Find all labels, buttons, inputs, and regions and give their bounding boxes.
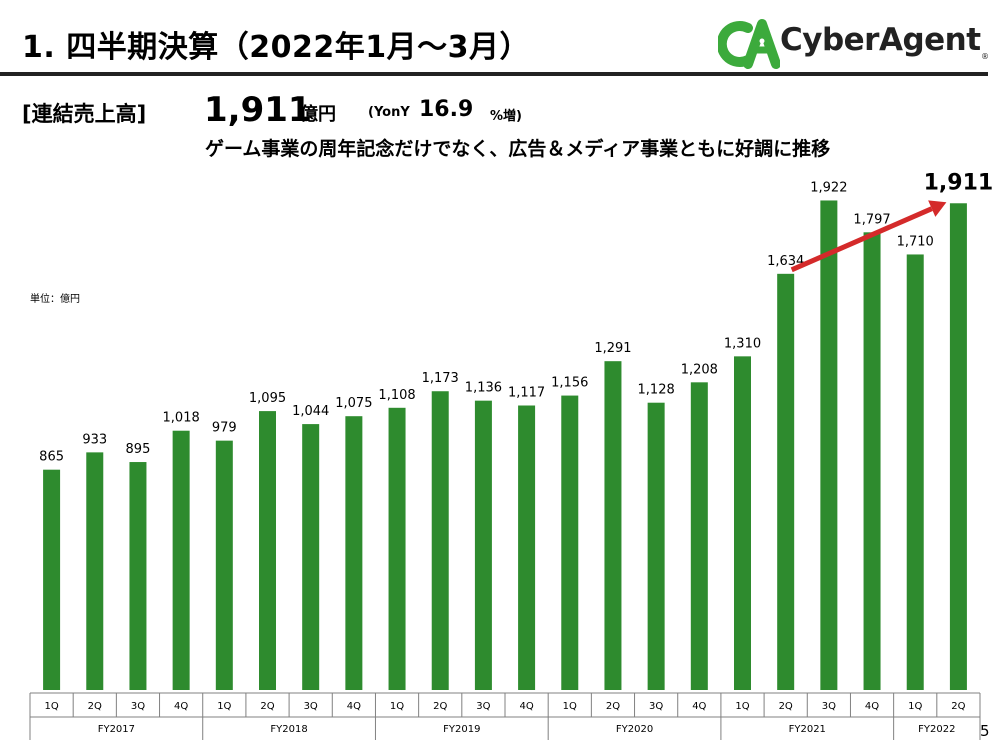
bar <box>215 440 233 690</box>
data-label: 1,044 <box>292 404 329 419</box>
x-group-label: FY2018 <box>270 724 307 735</box>
bar <box>345 416 363 690</box>
x-tick-label: 2Q <box>260 701 274 712</box>
data-label: 1,911 <box>924 170 994 195</box>
bar <box>820 200 838 690</box>
data-label: 1,018 <box>163 411 200 426</box>
data-label: 933 <box>82 432 107 447</box>
bar <box>431 391 449 690</box>
logo-wordmark: CyberAgent <box>780 22 981 58</box>
page-number: 5 <box>980 722 990 740</box>
bar <box>777 273 795 690</box>
data-label: 1,108 <box>378 388 415 403</box>
data-label: 895 <box>126 442 151 457</box>
title-divider <box>0 72 988 76</box>
headline-unit: 億円 <box>300 104 336 125</box>
data-label: 1,156 <box>551 376 588 391</box>
x-tick-label: 2Q <box>606 701 620 712</box>
x-tick-label: 4Q <box>347 701 361 712</box>
data-label: 1,173 <box>422 371 459 386</box>
x-tick-label: 3Q <box>131 701 145 712</box>
bar <box>302 424 320 690</box>
x-tick-label: 3Q <box>304 701 318 712</box>
unit-note: 単位：億円 <box>30 294 80 305</box>
data-label: 1,310 <box>724 336 761 351</box>
bar <box>906 254 924 690</box>
x-tick-label: 2Q <box>88 701 102 712</box>
bar <box>129 462 147 690</box>
data-label: 1,710 <box>897 234 934 249</box>
bar <box>172 430 190 690</box>
logo-mark-icon <box>716 19 781 69</box>
x-tick-label: 3Q <box>649 701 663 712</box>
x-tick-label: 1Q <box>563 701 577 712</box>
bar <box>86 452 104 690</box>
x-tick-label: 1Q <box>390 701 404 712</box>
x-tick-label: 1Q <box>44 701 58 712</box>
bar <box>863 232 881 691</box>
x-tick-label: 4Q <box>519 701 533 712</box>
growth-arrow-line <box>790 206 933 273</box>
data-label: 1,291 <box>594 341 631 356</box>
data-label: 1,136 <box>465 381 502 396</box>
bar <box>43 469 61 690</box>
section-label: [連結売上高] <box>22 102 147 126</box>
page-title: 1. 四半期決算（2022年1月～3月） <box>22 30 530 65</box>
bar <box>259 411 276 690</box>
bar <box>561 395 579 690</box>
bar <box>474 400 492 690</box>
bar <box>690 382 708 690</box>
x-tick-label: 1Q <box>908 701 922 712</box>
yoy-value: 16.9 <box>419 97 474 122</box>
data-label: 979 <box>212 421 237 436</box>
data-label: 865 <box>39 450 64 465</box>
data-label: 1,128 <box>638 383 675 398</box>
data-label: 1,797 <box>853 212 890 227</box>
data-label: 1,117 <box>508 386 545 401</box>
logo-registered-mark: ® <box>981 52 989 61</box>
yoy-suffix: %増) <box>490 109 522 124</box>
headline-value: 1,911 <box>204 90 312 130</box>
x-tick-label: 2Q <box>779 701 793 712</box>
bar <box>604 361 622 690</box>
x-tick-label: 4Q <box>174 701 188 712</box>
cyberagent-logo: CyberAgent ® <box>716 18 990 70</box>
subheadline: ゲーム事業の周年記念だけでなく、広告＆メディア事業ともに好調に推移 <box>205 138 831 160</box>
data-label: 1,095 <box>249 391 286 406</box>
x-tick-label: 2Q <box>951 701 965 712</box>
bar <box>647 402 665 690</box>
x-tick-label: 2Q <box>433 701 447 712</box>
x-tick-label: 1Q <box>217 701 231 712</box>
data-label: 1,208 <box>681 362 718 377</box>
x-tick-label: 4Q <box>692 701 706 712</box>
x-group-label: FY2019 <box>443 724 480 735</box>
bar <box>388 407 406 690</box>
x-group-label: FY2022 <box>918 724 955 735</box>
yoy-label: (YonY <box>368 105 410 120</box>
x-tick-label: 3Q <box>822 701 836 712</box>
x-group-label: FY2020 <box>616 724 653 735</box>
bar <box>734 356 751 690</box>
x-tick-label: 1Q <box>735 701 749 712</box>
data-label: 1,075 <box>335 396 372 411</box>
bar <box>949 203 967 690</box>
growth-arrow-head <box>928 200 947 217</box>
data-label: 1,634 <box>767 254 804 269</box>
x-group-label: FY2017 <box>98 724 135 735</box>
x-tick-label: 3Q <box>476 701 490 712</box>
x-group-label: FY2021 <box>789 724 826 735</box>
x-tick-label: 4Q <box>865 701 879 712</box>
bar <box>518 405 536 690</box>
data-label: 1,922 <box>810 180 847 195</box>
